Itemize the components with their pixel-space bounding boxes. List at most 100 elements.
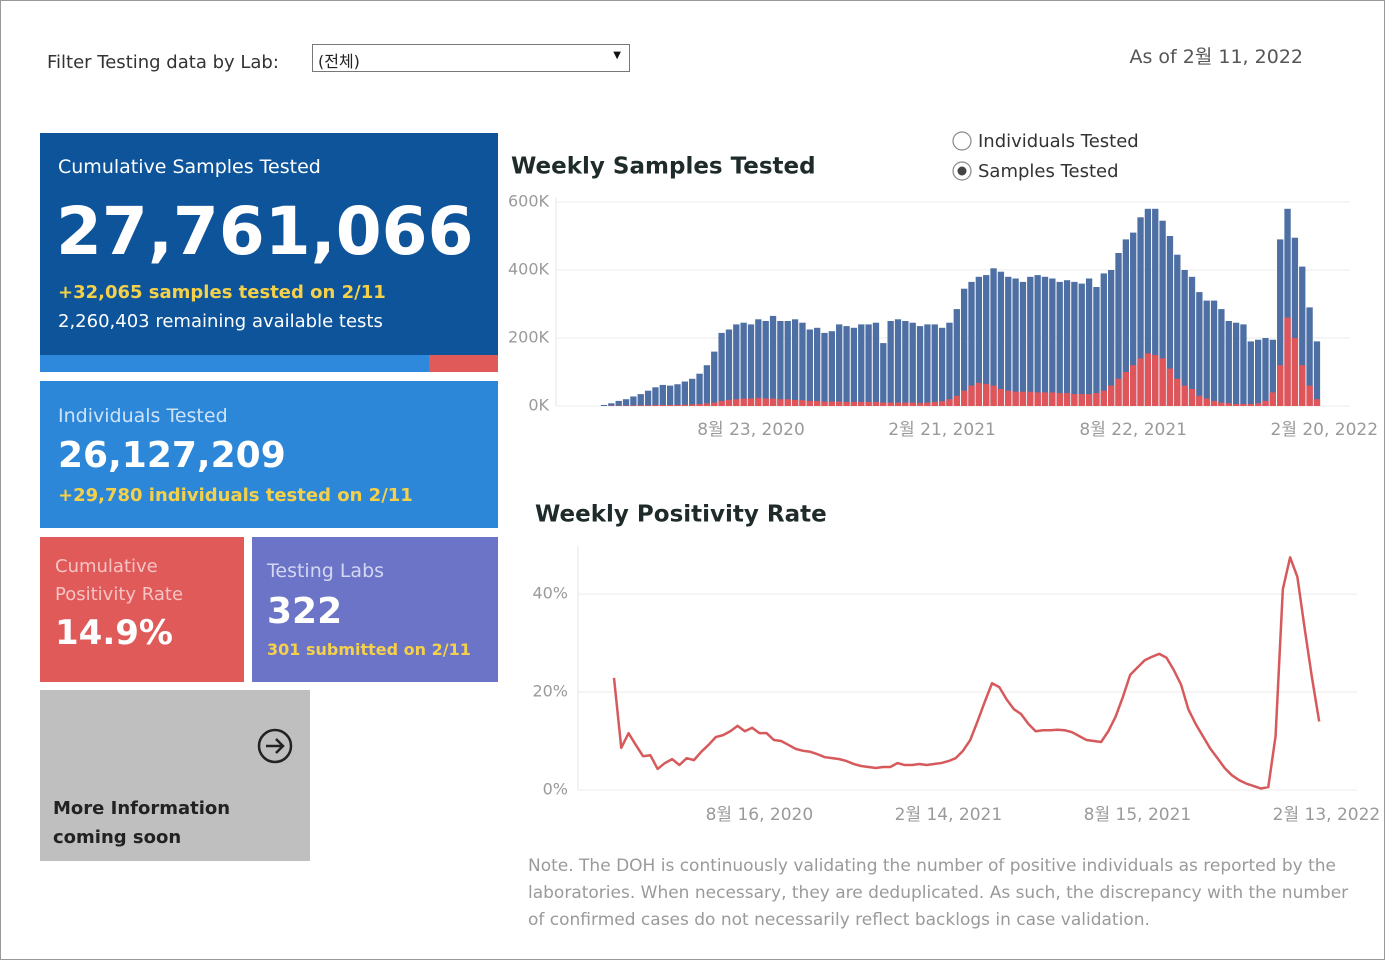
bar [1306,307,1313,406]
individuals-card: Individuals Tested 26,127,209 +29,780 in… [40,381,498,528]
radio-button[interactable] [952,131,972,151]
bar [1159,220,1166,406]
bar [1188,389,1196,406]
bar [1137,358,1144,406]
bar [1130,365,1137,406]
card-new: +32,065 samples tested on 2/11 [58,282,386,303]
bar [1005,276,1012,406]
bar [784,321,791,406]
card-title: Individuals Tested [58,405,228,427]
progress-remaining [429,355,498,372]
bar [1210,400,1218,406]
bar [1100,390,1107,406]
bar [843,401,850,406]
y-tick-label: 200K [508,328,550,347]
bar [799,400,806,406]
bar [733,324,740,406]
bar [1203,398,1210,406]
bar [983,275,990,406]
bar [924,324,931,406]
y-tick-label: 40% [532,584,568,603]
bar [799,322,806,406]
bar [696,403,703,406]
bar [1291,338,1299,406]
bar [637,405,644,406]
bar [1144,208,1152,406]
x-tick-label: 2월 20, 2022 [1271,420,1379,440]
bar [696,373,703,406]
bar [622,399,630,406]
bar [1056,393,1063,406]
chart-title: Weekly Positivity Rate [535,502,827,528]
bar [769,398,777,406]
bar [681,381,689,406]
bar [1107,270,1115,406]
bar [960,288,968,406]
bar [659,384,666,406]
bar [924,402,931,406]
card-new: +29,780 individuals tested on 2/11 [58,485,413,506]
y-tick-label: 20% [532,682,568,701]
radio-label[interactable]: Samples Tested [978,161,1119,182]
labs-card: Testing Labs 322 301 submitted on 2/11 [252,537,498,682]
bar [1041,276,1049,406]
bar [821,401,828,406]
bar [872,401,880,406]
bar [909,322,916,406]
bar [1078,394,1085,406]
bar [740,322,747,406]
bar [1012,391,1019,406]
bar [1313,399,1321,406]
y-tick-label: 600K [508,192,550,211]
bar [608,403,615,406]
lab-select[interactable]: (전체) ▼ [312,44,630,72]
bar [953,309,960,406]
bar [769,315,777,406]
card-title: Testing Labs [267,560,385,582]
bar [681,404,689,406]
bar [747,324,755,406]
card-value: 27,761,066 [56,193,474,270]
bar [652,387,659,406]
bar [902,321,909,406]
bar [997,389,1005,406]
bar [703,365,711,406]
bar [1254,339,1262,406]
bar [1027,276,1034,406]
bar [1071,394,1078,406]
bar [887,402,894,406]
bar [1210,300,1218,406]
bar [630,405,637,406]
more-info-card[interactable]: More Information coming soon [40,690,310,861]
bar [1277,365,1284,406]
bar [1093,393,1100,406]
bar [813,400,821,406]
bar [983,383,990,406]
bar [821,332,828,406]
line [612,556,1321,790]
bar [1284,317,1291,406]
radio-label[interactable]: Individuals Tested [978,131,1139,152]
bar [1122,239,1130,406]
select-arrow: ▼ [613,50,621,61]
bar [1196,292,1203,406]
bar [828,401,836,406]
bar [791,399,799,406]
bar [968,385,975,406]
bar [1137,217,1144,406]
bar [1262,338,1269,406]
arrow-icon[interactable] [255,726,295,766]
bar [666,404,674,406]
note: Note. The DOH is continuously validating… [528,856,1349,930]
x-tick-label: 2월 14, 2021 [895,805,1003,825]
bar [1034,275,1041,406]
bar [637,394,644,406]
card-value: 322 [267,591,343,632]
bar [1019,281,1027,406]
x-tick-label: 2월 13, 2022 [1273,805,1381,825]
bar [630,396,637,406]
bar [1107,385,1115,406]
cumulative-card: Cumulative Samples Tested 27,761,066 +32… [40,133,498,355]
bar [1174,378,1181,406]
